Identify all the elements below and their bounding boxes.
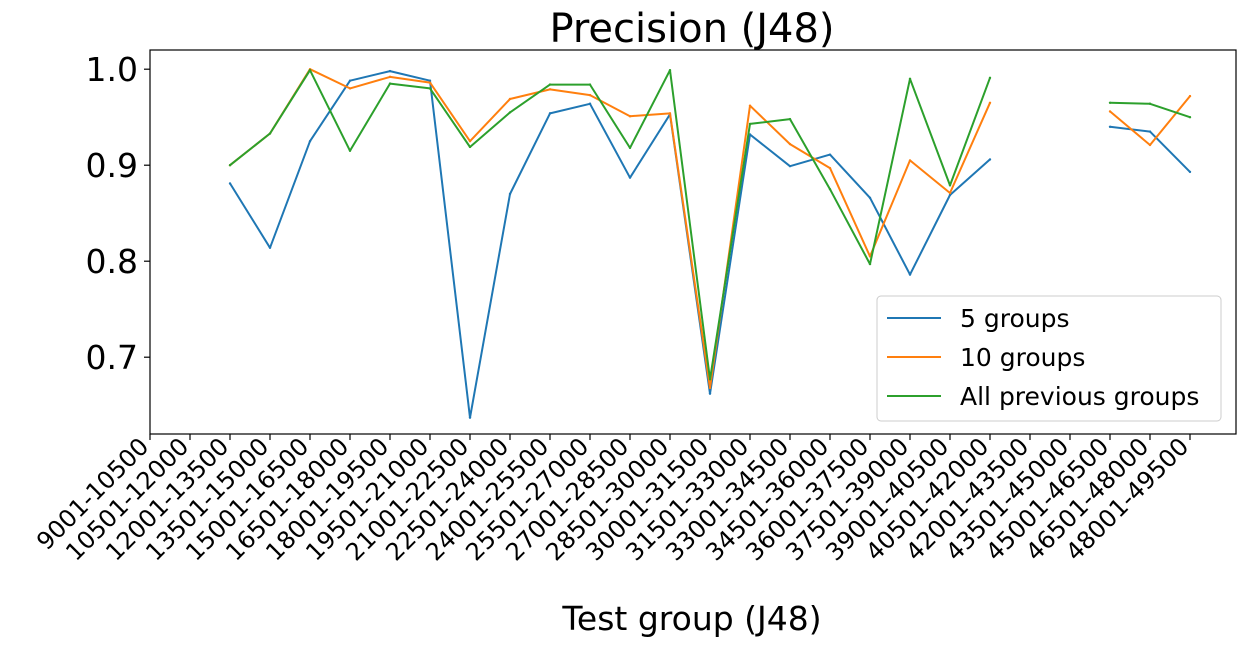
data-point xyxy=(948,191,952,195)
data-point xyxy=(588,102,592,105)
data-point xyxy=(948,184,952,187)
data-point xyxy=(1188,170,1192,174)
data-point xyxy=(908,77,912,81)
data-point xyxy=(428,81,432,84)
data-point xyxy=(428,87,432,90)
y-tick-label: 0.8 xyxy=(86,242,138,281)
legend-entry: 10 groups xyxy=(960,343,1085,372)
series-line-0 xyxy=(1109,125,1191,173)
data-point xyxy=(788,142,792,146)
data-point xyxy=(508,97,512,101)
data-point xyxy=(268,246,272,249)
data-point xyxy=(1108,125,1112,128)
plot-frame xyxy=(149,49,1237,435)
chart-title: Precision (J48) xyxy=(549,6,834,52)
data-point xyxy=(668,68,672,72)
data-point xyxy=(1148,102,1152,105)
data-point xyxy=(828,188,832,191)
data-point xyxy=(788,117,792,121)
data-point xyxy=(628,176,632,179)
data-point xyxy=(1188,94,1192,98)
data-point xyxy=(868,196,872,200)
legend-entry: 5 groups xyxy=(960,304,1070,333)
data-point xyxy=(1188,116,1192,119)
y-tick-label: 0.7 xyxy=(86,338,138,377)
series-line-1 xyxy=(229,68,991,389)
data-point xyxy=(468,140,472,143)
data-point xyxy=(1148,130,1152,133)
data-point xyxy=(268,132,272,135)
data-point xyxy=(348,79,352,82)
data-point xyxy=(348,149,352,152)
data-point xyxy=(228,182,232,185)
data-point xyxy=(588,83,592,86)
data-point xyxy=(908,159,912,162)
data-point xyxy=(708,392,712,395)
data-point xyxy=(388,75,392,79)
data-point xyxy=(548,112,552,115)
data-point xyxy=(988,101,992,105)
data-point xyxy=(308,68,312,72)
series-line-2 xyxy=(229,69,991,381)
data-point xyxy=(748,104,752,107)
data-point xyxy=(508,192,512,196)
data-point xyxy=(228,164,232,167)
data-point xyxy=(868,262,872,266)
data-point xyxy=(908,273,912,276)
data-point xyxy=(388,69,392,73)
data-point xyxy=(628,115,632,118)
x-axis-label: Test group (J48) xyxy=(561,599,821,638)
plot-area: 0.70.80.91.09001-1050010501-1200012001-1… xyxy=(31,49,1237,566)
data-point xyxy=(548,83,552,86)
data-point xyxy=(1108,101,1112,105)
data-point xyxy=(628,146,632,150)
data-point xyxy=(588,93,592,97)
data-point xyxy=(1148,143,1152,147)
data-point xyxy=(708,386,712,390)
data-point xyxy=(988,158,992,161)
data-point xyxy=(988,76,992,80)
legend-box xyxy=(876,295,1222,422)
data-point xyxy=(508,111,512,114)
data-point xyxy=(948,193,952,197)
series-line-0 xyxy=(229,70,991,419)
legend-entry: All previous groups xyxy=(960,382,1199,411)
data-point xyxy=(468,416,472,419)
data-point xyxy=(1108,110,1112,113)
data-point xyxy=(428,79,432,82)
data-point xyxy=(348,87,352,90)
data-point xyxy=(548,88,552,91)
data-point xyxy=(788,164,792,168)
y-tick-label: 1.0 xyxy=(86,50,138,89)
data-point xyxy=(668,112,672,115)
data-point xyxy=(468,145,472,149)
data-point xyxy=(828,166,832,170)
data-point xyxy=(828,153,832,156)
data-point xyxy=(708,378,712,381)
data-point xyxy=(308,140,312,143)
data-point xyxy=(748,122,752,126)
y-tick-label: 0.9 xyxy=(86,146,138,185)
data-point xyxy=(388,82,392,85)
